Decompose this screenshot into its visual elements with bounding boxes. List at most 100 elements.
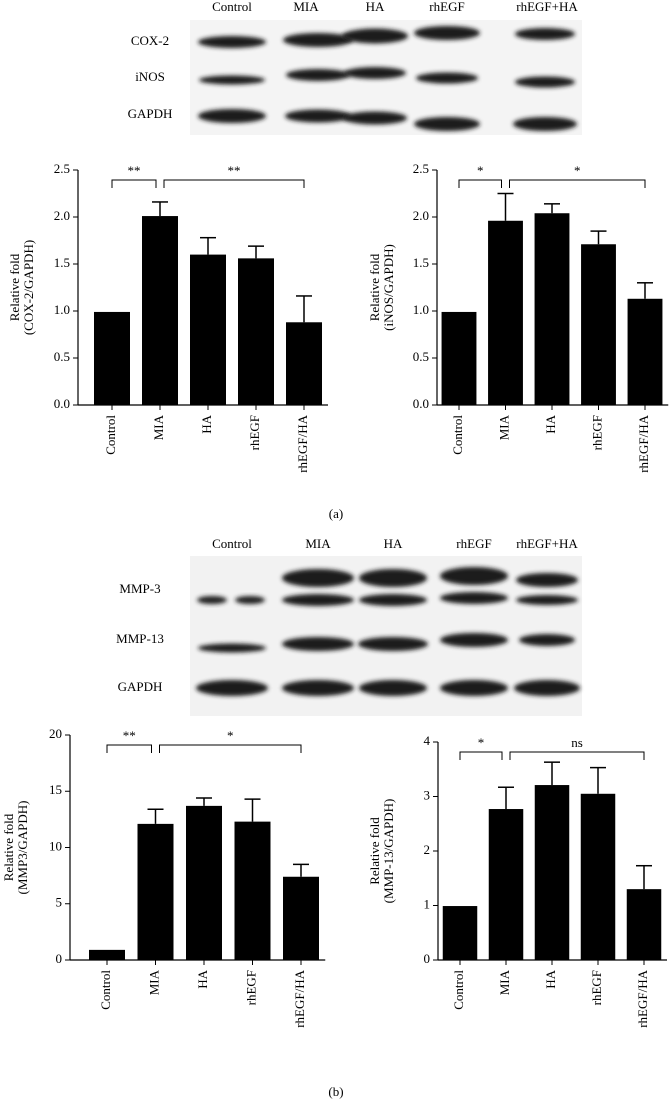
y-axis-label: Relative fold bbox=[7, 253, 22, 321]
bar bbox=[238, 258, 274, 405]
y-tick-label: 1.0 bbox=[413, 302, 429, 317]
x-tick-label: Control bbox=[451, 970, 466, 1010]
bar bbox=[283, 876, 319, 960]
y-tick-label: 1.5 bbox=[413, 255, 429, 270]
lane-label: MIA bbox=[305, 536, 331, 551]
y-tick-label: 0.5 bbox=[54, 349, 70, 364]
blot-band bbox=[286, 69, 350, 81]
y-axis-label: Relative fold bbox=[367, 817, 382, 885]
blot-band bbox=[516, 573, 578, 587]
y-tick-label: 4 bbox=[424, 733, 431, 748]
x-tick-label: rhEGF bbox=[589, 970, 604, 1005]
row-label: iNOS bbox=[135, 69, 165, 84]
blot-band bbox=[440, 567, 508, 585]
significance-label: ** bbox=[128, 163, 141, 178]
blot-band bbox=[196, 680, 268, 696]
significance-bracket bbox=[458, 179, 502, 188]
y-tick-label: 5 bbox=[56, 895, 63, 910]
significance-label: * bbox=[227, 728, 234, 743]
blot-band bbox=[282, 680, 354, 696]
y-tick-label: 1.0 bbox=[54, 302, 70, 317]
x-tick-label: HA bbox=[543, 414, 558, 433]
x-tick-label: rhEGF/HA bbox=[636, 414, 651, 472]
x-tick-label: HA bbox=[543, 969, 558, 988]
y-tick-label: 0 bbox=[424, 951, 431, 966]
y-axis-label: (MMP3/GAPDH) bbox=[15, 801, 30, 895]
x-tick-label: Control bbox=[98, 970, 113, 1010]
bar bbox=[142, 216, 178, 405]
blot-band bbox=[359, 569, 427, 587]
bar bbox=[190, 254, 226, 405]
blot-band bbox=[198, 36, 266, 48]
y-tick-label: 3 bbox=[424, 787, 431, 802]
blot-band bbox=[359, 680, 427, 696]
bar bbox=[441, 311, 477, 405]
blot-band bbox=[197, 596, 227, 604]
y-tick-label: 2.0 bbox=[413, 208, 429, 223]
bar bbox=[286, 322, 322, 405]
blot-band bbox=[414, 26, 480, 40]
y-axis-label: (iNOS/GAPDH) bbox=[381, 244, 396, 331]
y-axis-label: (COX-2/GAPDH) bbox=[21, 240, 36, 335]
blot-band bbox=[282, 594, 354, 606]
blot-band bbox=[344, 67, 406, 79]
bar bbox=[137, 823, 174, 960]
y-tick-label: 20 bbox=[49, 726, 62, 741]
bar bbox=[534, 213, 570, 405]
lane-label: Control bbox=[212, 0, 252, 14]
blot-band bbox=[515, 76, 575, 88]
y-tick-label: 0.0 bbox=[54, 396, 70, 411]
bar bbox=[534, 785, 570, 960]
y-tick-label: 2.5 bbox=[54, 161, 70, 176]
lane-label: HA bbox=[366, 0, 385, 14]
blot-band bbox=[414, 117, 480, 131]
blot-band bbox=[513, 117, 577, 131]
blot-band bbox=[283, 33, 353, 47]
x-tick-label: rhEGF bbox=[247, 415, 262, 450]
significance-label: * bbox=[478, 735, 485, 750]
x-tick-label: MIA bbox=[146, 969, 161, 995]
blot-band bbox=[359, 594, 427, 606]
significance-bracket bbox=[111, 179, 157, 188]
significance-label: * bbox=[477, 163, 484, 178]
x-tick-label: HA bbox=[199, 414, 214, 433]
significance-bracket bbox=[459, 751, 503, 760]
bar bbox=[234, 821, 271, 960]
x-tick-label: rhEGF/HA bbox=[292, 969, 307, 1027]
bar bbox=[580, 793, 616, 960]
x-tick-label: MIA bbox=[151, 414, 166, 440]
significance-bracket bbox=[509, 751, 645, 760]
significance-bracket bbox=[106, 744, 152, 753]
blot-band bbox=[198, 109, 266, 123]
significance-label: ns bbox=[571, 735, 583, 750]
lane-label: HA bbox=[384, 536, 403, 551]
bar bbox=[488, 809, 524, 960]
y-tick-label: 2 bbox=[424, 842, 431, 857]
x-tick-label: HA bbox=[195, 969, 210, 988]
y-tick-label: 2.0 bbox=[54, 208, 70, 223]
blot-band bbox=[282, 637, 354, 651]
bar bbox=[89, 949, 125, 960]
blot-band bbox=[416, 72, 478, 84]
y-tick-label: 10 bbox=[49, 838, 62, 853]
blot-band bbox=[235, 596, 265, 604]
x-tick-label: rhEGF bbox=[589, 415, 604, 450]
blot-band bbox=[342, 28, 408, 44]
lane-label: Control bbox=[212, 536, 252, 551]
y-tick-label: 0.0 bbox=[413, 396, 429, 411]
blot-band bbox=[440, 680, 508, 696]
significance-bracket bbox=[159, 744, 302, 753]
y-tick-label: 1.5 bbox=[54, 255, 70, 270]
row-label: GAPDH bbox=[128, 106, 173, 121]
y-tick-label: 1 bbox=[424, 896, 431, 911]
lane-label: rhEGF bbox=[429, 0, 464, 14]
lane-label: rhEGF+HA bbox=[516, 0, 578, 14]
blot-band bbox=[282, 569, 354, 587]
blot-band bbox=[199, 75, 265, 85]
y-tick-label: 0.5 bbox=[413, 349, 429, 364]
blot-band bbox=[515, 28, 575, 40]
panel-label: (a) bbox=[329, 506, 343, 521]
x-tick-label: Control bbox=[103, 415, 118, 455]
x-tick-label: rhEGF/HA bbox=[635, 969, 650, 1027]
